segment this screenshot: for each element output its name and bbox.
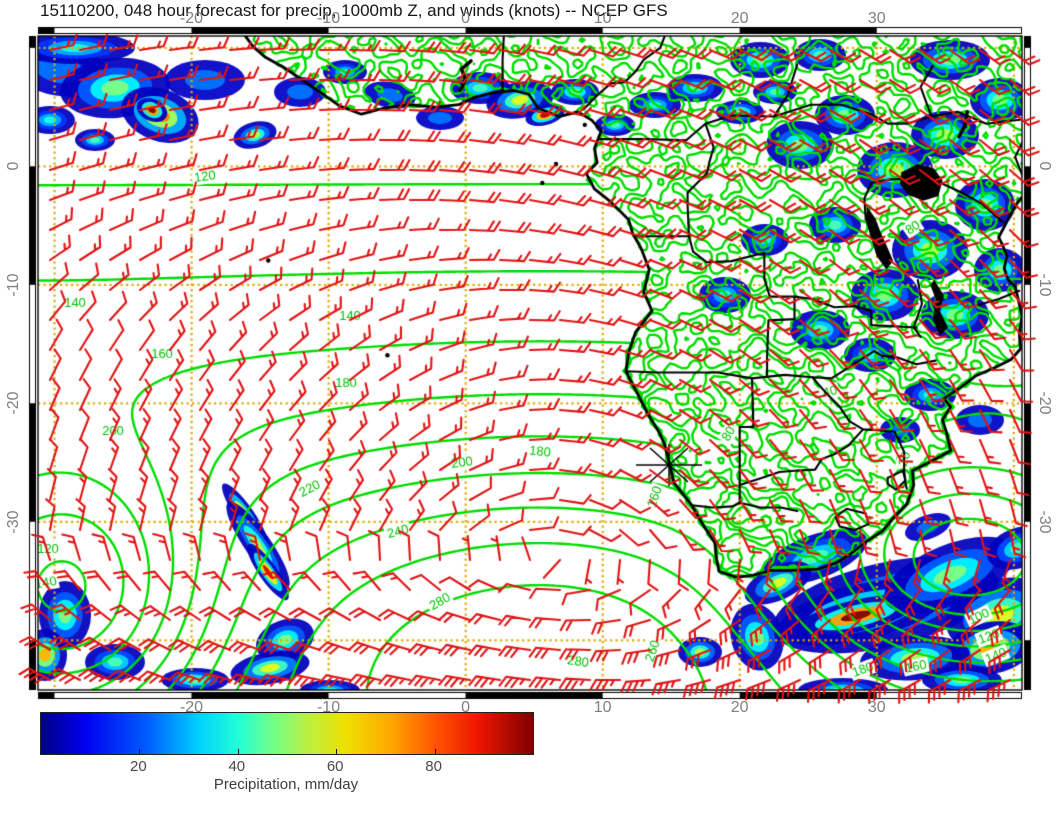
axis-tick-label: -10 [5,273,22,297]
axis-tick-label: -10 [316,10,341,27]
axis-tick-label: -30 [1036,510,1053,534]
axis-tick-label: 0 [1036,161,1053,171]
colorbar [40,712,534,755]
axis-tick-label: 0 [5,161,22,171]
axis-tick-label: -20 [1036,391,1053,415]
axis-tick-label: -20 [179,699,204,716]
axis-tick-label: -10 [316,699,341,716]
axis-tick-label: 10 [593,10,612,27]
axis-tick-label: 30 [867,699,886,716]
colorbar-tick-label: 80 [425,758,442,775]
axis-tick-label: 0 [461,10,471,27]
colorbar-tick-label: 40 [228,758,246,775]
colorbar-tickmark [434,749,436,754]
colorbar-tickmark [139,749,141,754]
axis-tick-label: 20 [730,10,749,27]
colorbar-tick-label: 20 [130,758,147,775]
colorbar-gradient [40,712,534,755]
axis-tick-label: 0 [461,699,471,716]
colorbar-tickmark [237,749,239,754]
page-title: 15110200, 048 hour forecast for precip, … [40,1,668,20]
axis-tick-label: -30 [5,510,22,534]
axis-tick-label: 20 [730,699,749,716]
axis-tick-label: 10 [593,699,612,716]
colorbar-tick-label: 60 [326,758,344,775]
axis-tick-label: -20 [179,10,204,27]
axis-tick-label: 30 [867,10,886,27]
colorbar-label: Precipitation, mm/day [213,776,359,793]
axis-tick-label: -20 [5,391,22,415]
colorbar-tickmark [336,749,338,754]
axis-tick-label: -10 [1036,273,1053,297]
